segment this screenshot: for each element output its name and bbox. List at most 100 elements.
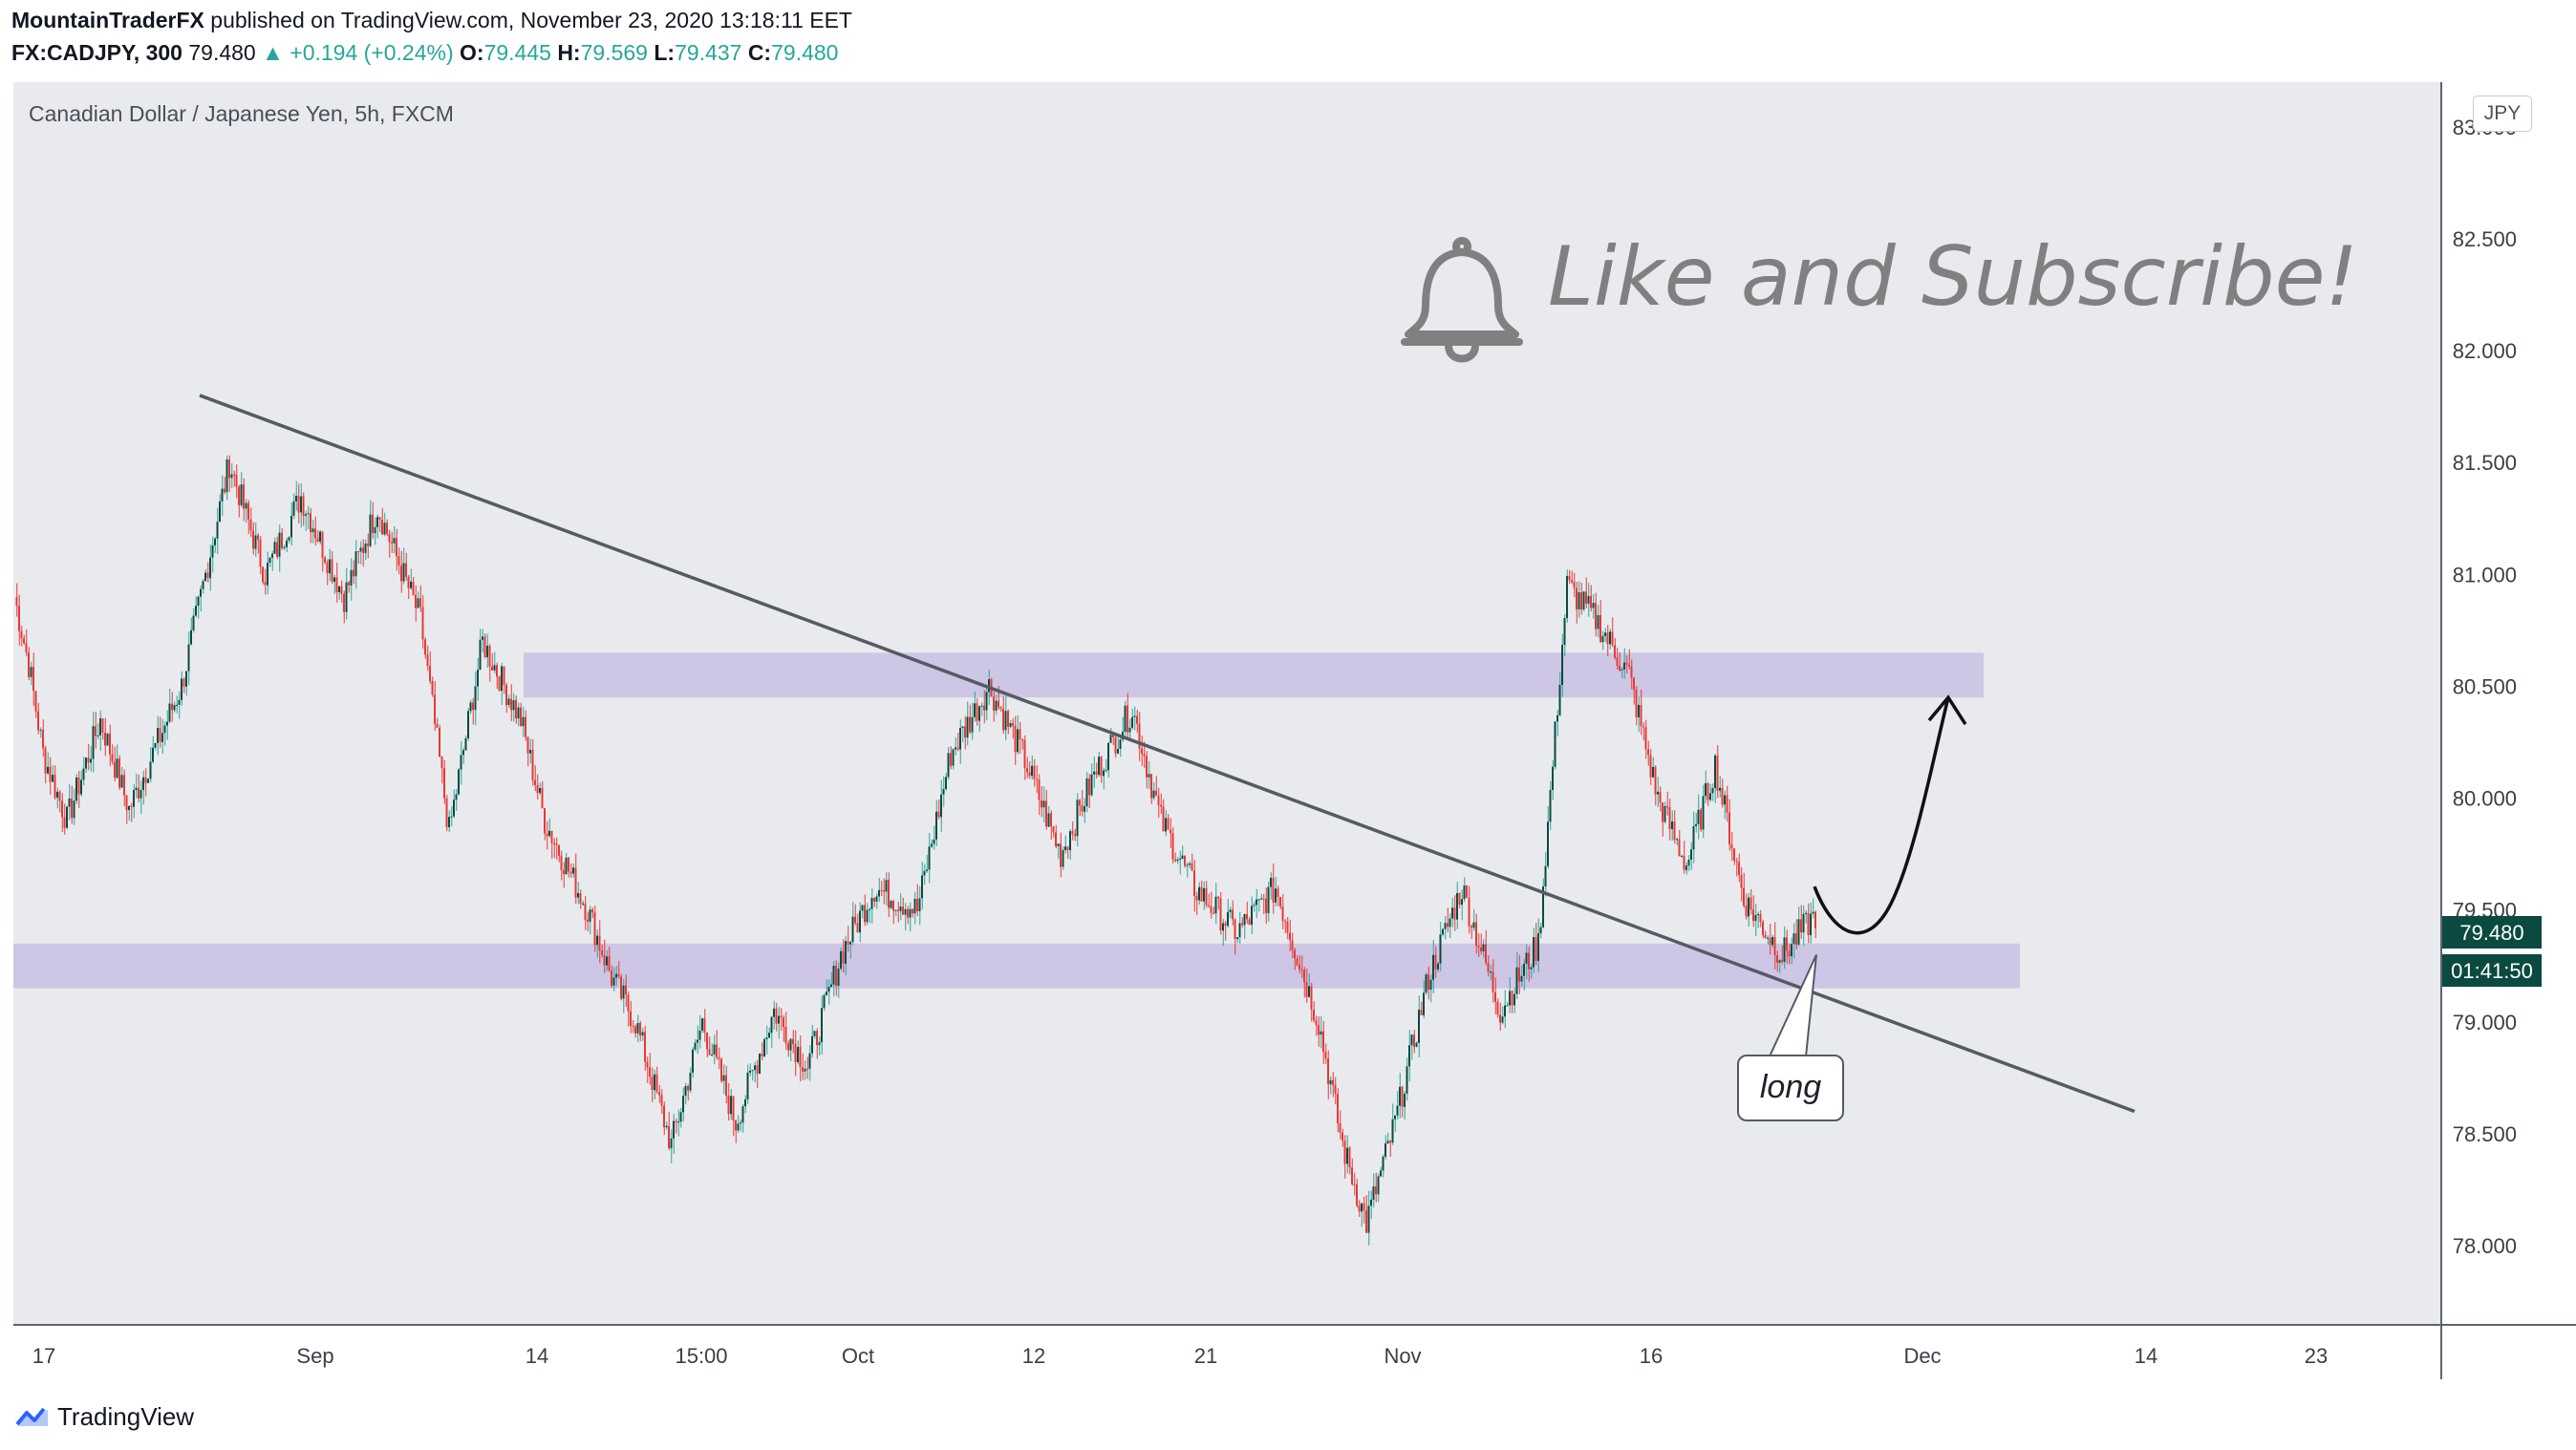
candle-body xyxy=(310,513,311,533)
candle-body xyxy=(1475,922,1477,947)
candle-body xyxy=(1410,1034,1413,1046)
high-value: 79.569 xyxy=(580,40,648,65)
candle-body xyxy=(268,557,271,564)
candle-body xyxy=(460,755,462,770)
candle-body xyxy=(1141,748,1143,754)
candle-body xyxy=(1544,865,1547,886)
candle-body xyxy=(429,666,431,681)
candle-body xyxy=(916,898,918,911)
candle-body xyxy=(826,992,827,995)
candle-body xyxy=(1673,821,1676,841)
candle-body xyxy=(138,787,140,799)
candle-body xyxy=(612,977,615,986)
candle-body xyxy=(1217,896,1219,899)
candle-body xyxy=(655,1074,658,1093)
candle-body xyxy=(381,519,383,535)
candle-body xyxy=(1420,1010,1423,1015)
candle-body xyxy=(1496,1001,1499,1015)
candle-body xyxy=(1320,1031,1322,1035)
candle-body xyxy=(464,737,467,751)
candle-body xyxy=(116,758,118,778)
candle-body xyxy=(697,1039,698,1043)
candle-body xyxy=(847,941,849,945)
price-axis-panel[interactable] xyxy=(2440,82,2576,1324)
candle-body xyxy=(890,901,892,908)
candle-body xyxy=(1195,896,1198,901)
candle-body xyxy=(606,956,608,966)
candle-body xyxy=(577,892,579,898)
candle-body xyxy=(1671,821,1673,829)
candle-body xyxy=(649,1067,651,1077)
candle-body xyxy=(77,777,80,795)
publisher-name[interactable]: MountainTraderFX xyxy=(11,8,204,32)
symbol-label[interactable]: FX:CADJPY, 300 xyxy=(11,40,182,65)
candle-body xyxy=(1017,729,1019,753)
zone-1[interactable] xyxy=(13,943,2020,989)
candle-body xyxy=(491,666,493,671)
candle-body xyxy=(749,1070,751,1073)
candle-body xyxy=(391,542,393,544)
candle-body xyxy=(1047,813,1050,827)
candle-body xyxy=(1160,804,1162,807)
candle-body xyxy=(1146,756,1148,778)
callout-long[interactable]: long xyxy=(1737,1055,1844,1121)
candle-body xyxy=(109,734,111,755)
candles-layer xyxy=(15,455,1816,1246)
candle-body xyxy=(147,778,149,783)
candle-body xyxy=(443,768,445,799)
candle-body xyxy=(1348,1147,1351,1168)
candle-body xyxy=(1176,859,1179,862)
candle-body xyxy=(1571,580,1573,583)
candle-body xyxy=(550,830,553,843)
candle-body xyxy=(396,538,397,557)
tradingview-brand[interactable]: TradingView xyxy=(15,1400,194,1433)
candle-body xyxy=(1227,911,1229,927)
candle-body xyxy=(1716,755,1719,791)
candle-body xyxy=(163,725,166,734)
candle-body xyxy=(410,581,412,588)
candle-body xyxy=(555,843,558,845)
candle-body xyxy=(142,777,144,791)
high-label: H: xyxy=(557,40,581,65)
candle-body xyxy=(114,761,116,778)
projection-arrow[interactable] xyxy=(1813,696,1950,935)
candle-body xyxy=(1294,949,1296,959)
zone-0[interactable] xyxy=(524,652,1984,698)
candle-body xyxy=(1525,952,1528,964)
candle-body xyxy=(192,615,195,630)
candle-body xyxy=(718,1056,720,1059)
candle-body xyxy=(1232,909,1234,920)
candle-body xyxy=(1270,877,1272,887)
candle-body xyxy=(1767,937,1769,939)
time-tick-label: Dec xyxy=(1903,1344,1941,1368)
time-axis-panel[interactable] xyxy=(13,1324,2440,1379)
candle-body xyxy=(20,630,23,639)
candle-body xyxy=(845,941,847,964)
candle-body xyxy=(778,1015,780,1024)
candle-body xyxy=(154,743,157,748)
candle-body xyxy=(1329,1079,1332,1085)
currency-button[interactable]: JPY xyxy=(2473,96,2532,132)
candle-body xyxy=(1222,923,1224,931)
price-tick-label: 79.000 xyxy=(2453,1011,2517,1034)
candle-body xyxy=(675,1120,677,1123)
candle-body xyxy=(1066,846,1069,850)
candle-body xyxy=(548,830,550,837)
candle-body xyxy=(694,1042,697,1050)
plot-area[interactable] xyxy=(13,82,2440,1324)
candle-body xyxy=(1127,705,1128,733)
price-tick-label: 78.000 xyxy=(2453,1234,2517,1258)
candle-body xyxy=(579,892,582,905)
candle-body xyxy=(1592,603,1595,608)
candle-body xyxy=(883,890,885,892)
candle-body xyxy=(1152,790,1155,799)
candle-body xyxy=(1587,596,1590,604)
candle-body xyxy=(369,514,372,546)
candle-body xyxy=(28,652,30,677)
candle-body xyxy=(945,777,947,790)
candle-body xyxy=(1198,886,1200,901)
candle-body xyxy=(37,711,39,731)
candle-body xyxy=(1315,1020,1318,1026)
candle-body xyxy=(775,1008,778,1024)
